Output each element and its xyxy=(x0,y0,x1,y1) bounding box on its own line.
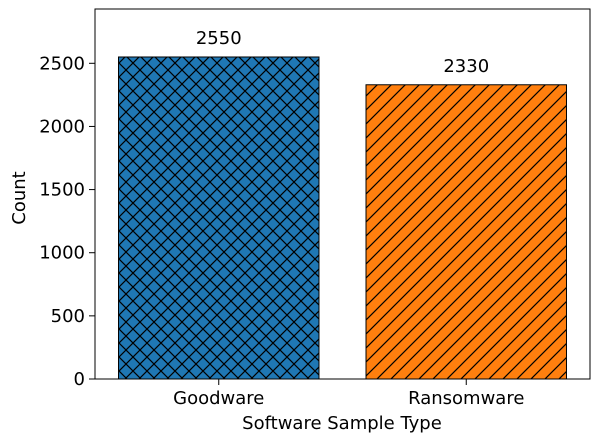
y-tick-label: 500 xyxy=(51,306,85,327)
bar-ransomware-hatch xyxy=(365,84,567,380)
y-tick-label: 0 xyxy=(74,369,85,390)
x-axis-label: Software Sample Type xyxy=(242,413,442,434)
x-tick-label-ransomware: Ransomware xyxy=(408,388,524,409)
x-tick-label-goodware: Goodware xyxy=(173,388,264,409)
y-axis-label: Count xyxy=(9,171,30,224)
bars-layer: 2550 2330 xyxy=(118,28,567,380)
y-tick-label: 1000 xyxy=(39,243,85,264)
y-axis-ticks: 0 500 1000 1500 2000 2500 xyxy=(39,53,95,390)
y-tick-label: 2500 xyxy=(39,53,85,74)
plot-area-frame xyxy=(94,8,591,380)
y-tick-label: 2000 xyxy=(39,116,85,137)
bar-goodware-value-label: 2550 xyxy=(196,28,242,49)
bar-goodware-hatch xyxy=(118,56,320,380)
x-axis-ticks: Goodware Ransomware xyxy=(173,379,524,409)
bar-ransomware-value-label: 2330 xyxy=(443,56,489,77)
y-tick-label: 1500 xyxy=(39,180,85,201)
